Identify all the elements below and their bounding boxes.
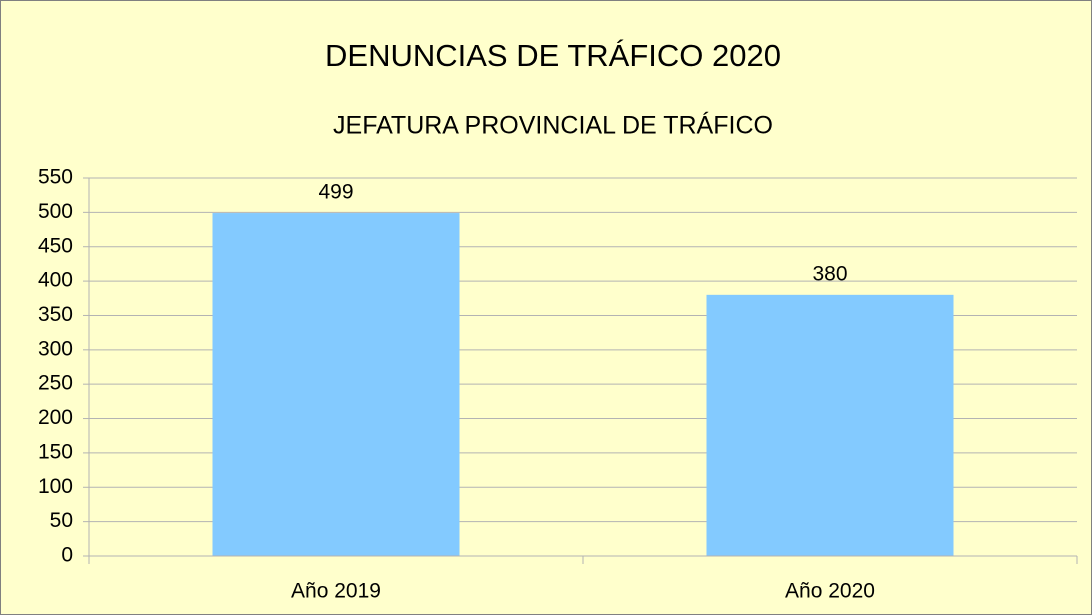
y-tick-label: 350 bbox=[38, 303, 73, 326]
y-tick-label: 200 bbox=[38, 406, 73, 429]
y-tick-label: 550 bbox=[38, 166, 73, 189]
y-tick-label: 450 bbox=[38, 234, 73, 257]
y-tick-label: 500 bbox=[38, 200, 73, 223]
x-tick-label: Año 2020 bbox=[785, 580, 875, 603]
y-tick-label: 300 bbox=[38, 337, 73, 360]
data-label: 499 bbox=[318, 181, 353, 204]
y-tick-label: 400 bbox=[38, 269, 73, 292]
data-label: 380 bbox=[812, 262, 847, 285]
bar bbox=[706, 294, 954, 556]
y-tick-label: 150 bbox=[38, 440, 73, 463]
y-tick-label: 0 bbox=[61, 544, 73, 567]
x-tick-label: Año 2019 bbox=[291, 580, 381, 603]
chart-title: DENUNCIAS DE TRÁFICO 2020 bbox=[325, 38, 781, 73]
y-tick-label: 250 bbox=[38, 372, 73, 395]
bar bbox=[212, 213, 460, 556]
chart-subtitle: JEFATURA PROVINCIAL DE TRÁFICO bbox=[333, 111, 773, 140]
y-tick-label: 100 bbox=[38, 475, 73, 498]
y-tick-label: 50 bbox=[50, 509, 73, 532]
